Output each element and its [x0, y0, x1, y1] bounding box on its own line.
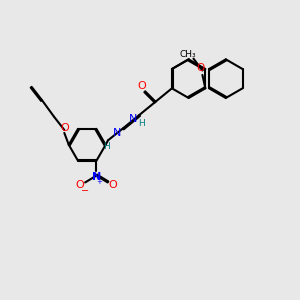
Text: O: O [137, 81, 146, 91]
Text: N: N [113, 128, 122, 138]
Text: H: H [103, 142, 110, 152]
Text: N: N [92, 172, 101, 182]
Text: O: O [75, 180, 84, 190]
Text: O: O [197, 63, 205, 74]
Text: H: H [138, 119, 145, 128]
Text: −: − [81, 186, 89, 196]
Text: N: N [128, 114, 137, 124]
Text: O: O [60, 123, 69, 133]
Text: O: O [109, 180, 117, 190]
Text: +: + [96, 178, 102, 184]
Text: CH₃: CH₃ [179, 50, 196, 58]
